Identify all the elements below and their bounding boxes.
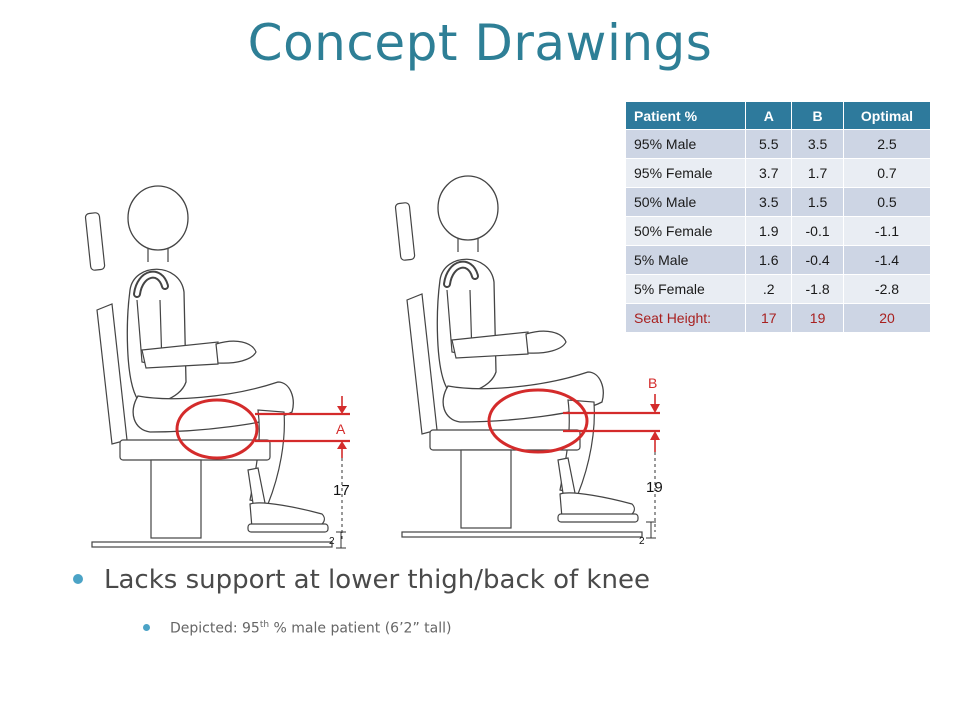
- marker-label-b: B: [648, 375, 657, 391]
- table-cell: 3.5: [791, 129, 844, 159]
- table-cell: -1.4: [842, 245, 932, 275]
- table-cell: -0.1: [791, 216, 844, 246]
- marker-label-a: A: [336, 421, 346, 437]
- table-row: 5% Male 1.6 -0.4 -1.4: [624, 245, 932, 275]
- table-cell: 95% Male: [624, 129, 747, 159]
- table-cell: 20: [842, 303, 932, 333]
- seat-height-row: Seat Height: 17 19 20: [624, 303, 932, 333]
- table-header: Optimal: [842, 101, 932, 130]
- table-cell: 5.5: [745, 129, 793, 159]
- table-cell: .2: [745, 274, 793, 304]
- table-cell: -2.8: [842, 274, 932, 304]
- table-header: A: [745, 101, 793, 130]
- base-dim-label-right: 2: [639, 536, 645, 547]
- table-header: B: [791, 101, 844, 130]
- table-cell: -0.4: [791, 245, 844, 275]
- bullet-sub: Depicted: 95th % male patient (6’2” tall…: [170, 620, 451, 637]
- table-row: 50% Male 3.5 1.5 0.5: [624, 187, 932, 217]
- seat-height-label-right: 19: [646, 479, 663, 496]
- table-cell: 1.7: [791, 158, 844, 188]
- table-cell: 19: [791, 303, 844, 333]
- table-cell: -1.1: [842, 216, 932, 246]
- bullet-main: Lacks support at lower thigh/back of kne…: [104, 565, 650, 595]
- table-header: Patient %: [624, 101, 747, 130]
- table-row: 50% Female 1.9 -0.1 -1.1: [624, 216, 932, 246]
- table-row: 95% Female 3.7 1.7 0.7: [624, 158, 932, 188]
- table-cell: 3.7: [745, 158, 793, 188]
- table-cell: 3.5: [745, 187, 793, 217]
- table-cell: 95% Female: [624, 158, 747, 188]
- table-row: 5% Female .2 -1.8 -2.8: [624, 274, 932, 304]
- table-cell: 2.5: [842, 129, 932, 159]
- table-cell: 1.5: [791, 187, 844, 217]
- table-cell: -1.8: [791, 274, 844, 304]
- table-cell: 1.9: [745, 216, 793, 246]
- table-cell: 0.7: [842, 158, 932, 188]
- drawing-right: [395, 176, 660, 538]
- bullet-sub-prefix: Depicted: 95: [170, 620, 260, 637]
- seat-height-label-left: 17: [333, 482, 350, 499]
- table-cell: 0.5: [842, 187, 932, 217]
- table-cell: 50% Male: [624, 187, 747, 217]
- bullet-dot-small: [143, 624, 150, 631]
- table-cell: 5% Female: [624, 274, 747, 304]
- table-header-row: Patient % A B Optimal: [624, 101, 932, 130]
- base-dim-label-left: 2: [329, 536, 335, 547]
- bullet-sub-suffix: % male patient (6’2” tall): [269, 620, 452, 637]
- table-cell: 50% Female: [624, 216, 747, 246]
- measurement-table: Patient % A B Optimal 95% Male 5.5 3.5 2…: [624, 101, 932, 333]
- table-row: 95% Male 5.5 3.5 2.5: [624, 129, 932, 159]
- bullet-sub-sup: th: [259, 620, 270, 630]
- bullet-dot: [73, 574, 83, 584]
- table-cell: 1.6: [745, 245, 793, 275]
- table-cell: 5% Male: [624, 245, 747, 275]
- table-cell: Seat Height:: [624, 303, 747, 333]
- slide-title: Concept Drawings: [247, 14, 713, 72]
- drawing-left: [85, 186, 350, 548]
- table-cell: 17: [745, 303, 793, 333]
